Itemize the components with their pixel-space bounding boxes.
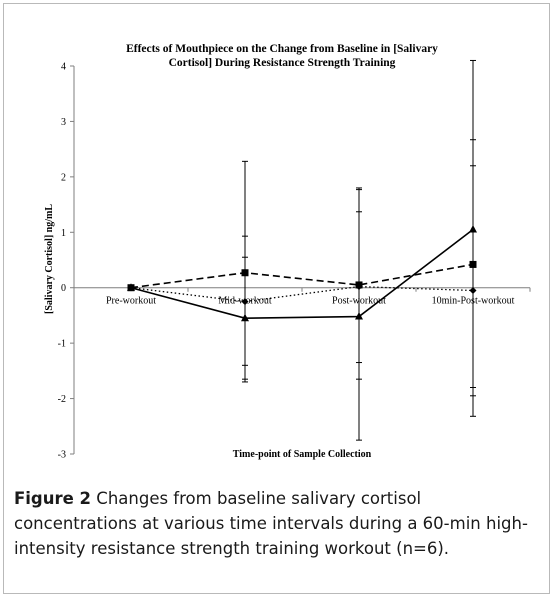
y-tick-label: -1 <box>58 339 66 350</box>
series-line-dashed <box>130 263 474 289</box>
y-tick-label: -2 <box>58 394 66 405</box>
y-axis-title: [Salivary Cortisol] ng/mL <box>44 204 55 314</box>
data-point-diamond <box>355 283 363 291</box>
plot-area: -3-2-101234Pre-workoutMid-workoutPost-wo… <box>58 59 531 461</box>
data-point-triangle <box>355 312 363 320</box>
series-line-dotted <box>130 285 474 303</box>
data-point-diamond <box>127 284 135 292</box>
y-tick-label: 1 <box>61 228 66 239</box>
chart-title-line-2: Cortisol] During Resistance Strength Tra… <box>169 57 396 69</box>
y-tick-label: 4 <box>61 62 66 73</box>
chart: Effects of Mouthpiece on the Change from… <box>44 43 531 461</box>
data-point-triangle <box>469 225 477 233</box>
data-point-square <box>469 260 477 268</box>
y-tick-label: -3 <box>58 450 66 461</box>
series-line-solid <box>130 228 474 320</box>
data-point-diamond <box>469 286 477 294</box>
figure-caption: Figure 2 Changes from baseline salivary … <box>14 486 544 561</box>
data-point-triangle <box>241 313 249 322</box>
y-tick-label: 2 <box>61 172 66 183</box>
x-axis-title: Time-point of Sample Collection <box>233 449 372 460</box>
figure-frame <box>3 3 550 594</box>
data-point-square <box>241 269 249 277</box>
y-tick-label: 0 <box>61 283 66 294</box>
chart-title-line-1: Effects of Mouthpiece on the Change from… <box>126 43 438 55</box>
y-tick-label: 3 <box>61 117 66 128</box>
x-category-label: Pre-workout <box>106 296 156 307</box>
x-category-label: Post-workout <box>332 296 386 307</box>
caption-text: Changes from baseline salivary cortisol … <box>14 489 528 558</box>
caption-label: Figure 2 <box>14 489 92 508</box>
data-point-diamond <box>241 298 249 306</box>
x-category-label: 10min-Post-workout <box>432 296 515 307</box>
